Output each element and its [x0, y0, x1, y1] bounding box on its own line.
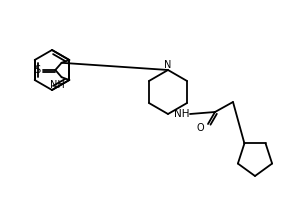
Text: N: N: [164, 60, 172, 70]
Text: NH: NH: [50, 80, 65, 90]
Text: NH: NH: [174, 109, 190, 119]
Text: O: O: [196, 123, 204, 133]
Text: S: S: [34, 65, 41, 75]
